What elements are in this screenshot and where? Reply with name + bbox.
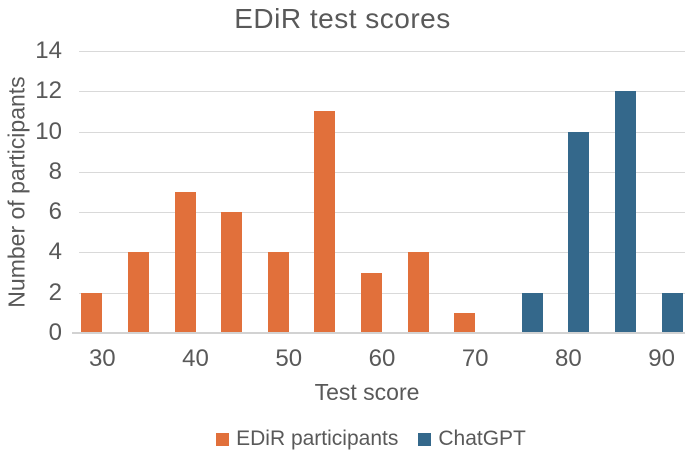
bar-edir-participants-40 [174, 192, 196, 333]
legend-label: EDiR participants [236, 427, 399, 450]
x-tick-label-45 [219, 346, 266, 372]
bar-slot [267, 51, 289, 333]
x-tick-label-75 [498, 346, 545, 372]
x-tick-label-35 [126, 346, 173, 372]
bar-edir-participants-55 [314, 111, 336, 333]
category-65 [405, 51, 452, 333]
bar-slot [149, 51, 170, 333]
y-tick-label-0: 0 [48, 319, 62, 346]
bar-chatgpt-85 [615, 91, 636, 333]
x-tick-label-30: 30 [88, 345, 116, 372]
x-tick-label-50: 50 [275, 345, 303, 372]
x-tick-label-40: 40 [182, 345, 209, 372]
gridline-y-2 [79, 292, 685, 294]
x-tick-label-90: 90 [648, 345, 675, 372]
gridline-y-10 [79, 131, 685, 133]
bar-slot [521, 51, 543, 333]
category-90 [638, 51, 685, 333]
legend-item-edir-participants: EDiR participants [216, 427, 398, 451]
plot-area [72, 51, 685, 334]
gridline-y-6 [79, 212, 685, 214]
bar-slot [242, 51, 263, 333]
bar-slot [615, 51, 636, 333]
category-70 [452, 51, 499, 333]
bar-edir-participants-30 [81, 292, 103, 333]
y-axis-tick-labels: 0 2 4 6 8 10 12 14 [0, 39, 62, 345]
category-55 [312, 51, 359, 333]
category-35 [126, 51, 173, 333]
bar-slot [429, 51, 450, 333]
category-75 [498, 51, 545, 333]
bar-slot [196, 51, 217, 333]
category-80 [545, 51, 592, 333]
y-tick-label-4: 4 [48, 238, 62, 266]
bar-slot [335, 51, 356, 333]
bar-slot [407, 51, 429, 333]
gridline-y-4 [79, 252, 685, 254]
bar-slot [289, 51, 310, 333]
bar-slot [314, 51, 336, 333]
y-tick-label-2: 2 [48, 278, 62, 306]
y-tick-label-6: 6 [48, 198, 62, 226]
x-tick-label-65 [405, 346, 452, 372]
x-axis-tick-labels: 30 40 50 60 70 80 90 [79, 346, 685, 372]
bar-slot [594, 51, 615, 333]
legend: EDiR participants ChatGPT [57, 427, 685, 451]
x-tick-label-70: 70 [461, 345, 489, 372]
category-30 [79, 51, 126, 333]
category-60 [359, 51, 406, 333]
category-50 [265, 51, 312, 333]
y-tick-label-14: 14 [35, 37, 62, 64]
y-tick-label-12: 12 [35, 77, 62, 105]
bar-chatgpt-75 [521, 292, 543, 333]
bar-slot [221, 51, 243, 333]
bar-slot [127, 51, 149, 333]
bar-slot [661, 51, 683, 333]
category-40 [172, 51, 219, 333]
bar-slot [382, 51, 403, 333]
category-45 [219, 51, 266, 333]
bar-edir-participants-45 [221, 212, 243, 333]
bar-chatgpt-80 [568, 131, 590, 333]
bar-slot [360, 51, 382, 333]
gridline-y-8 [79, 171, 685, 173]
legend-swatch-icon [418, 432, 432, 446]
bar-edir-participants-35 [127, 252, 149, 333]
gridline-y-14 [79, 51, 685, 52]
x-axis-title: Test score [314, 379, 420, 405]
bar-slot [81, 51, 103, 333]
x-tick-label-60: 60 [368, 345, 396, 372]
category-85 [592, 51, 639, 333]
legend-label: ChatGPT [438, 427, 526, 450]
bar-chatgpt-90 [661, 292, 683, 333]
bar-slot [174, 51, 196, 333]
legend-item-chatgpt: ChatGPT [418, 427, 526, 451]
bar-slot [568, 51, 590, 333]
bar-edir-participants-65 [407, 252, 429, 333]
bar-slot [501, 51, 522, 333]
bar-edir-participants-50 [267, 252, 289, 333]
bar-slot [475, 51, 496, 333]
bar-slot [547, 51, 568, 333]
y-tick-label-10: 10 [35, 117, 62, 145]
gridline-y-12 [79, 91, 685, 93]
bar-slot [641, 51, 662, 333]
x-tick-label-80: 80 [555, 345, 582, 372]
legend-swatch-icon [216, 432, 230, 446]
chart-title: EDiR test scores [234, 3, 451, 34]
x-tick-label-55 [312, 346, 359, 372]
bars-container [79, 51, 685, 333]
bar-slot [102, 51, 123, 333]
x-tick-label-85 [592, 346, 639, 372]
bar-edir-participants-70 [454, 312, 476, 333]
y-tick-label-8: 8 [48, 157, 62, 185]
x-axis-line [72, 332, 685, 334]
bar-edir-participants-60 [360, 272, 382, 333]
bar-slot [454, 51, 476, 333]
